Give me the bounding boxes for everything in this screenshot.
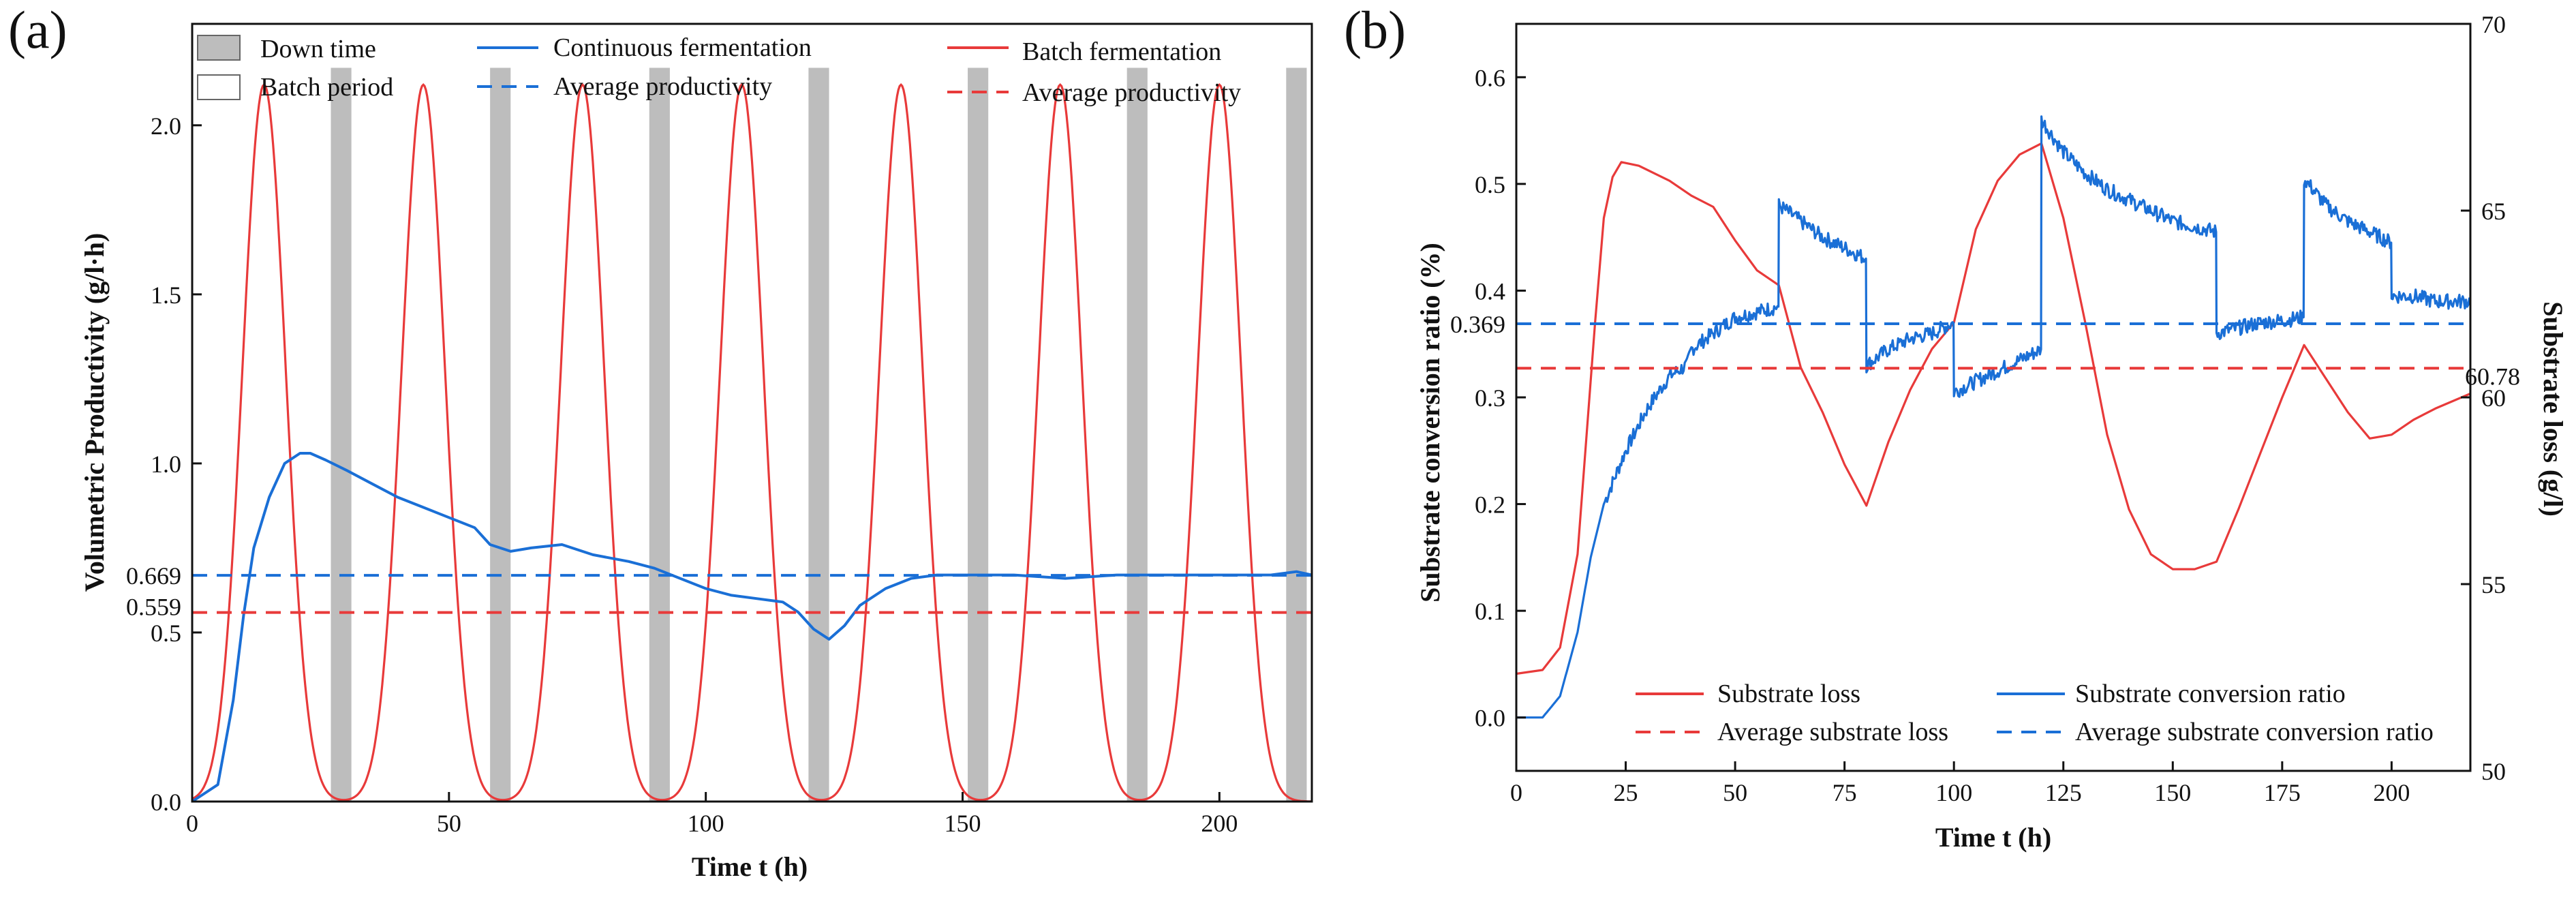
- panel-a-ytick-label: 1.0: [151, 451, 181, 478]
- panel-a-xtick-label: 50: [437, 810, 461, 837]
- panel-b-xtick-label: 75: [1833, 779, 1857, 806]
- panel-b-ytick-left-label: 0.0: [1475, 705, 1505, 732]
- panel-b-lines: [1516, 115, 2472, 719]
- panel-b-ytick-right-label: 70: [2481, 11, 2506, 38]
- panel-a-ytick-label: 2.0: [151, 112, 181, 140]
- panel-b-ytick-left-label: 0.1: [1475, 598, 1505, 625]
- panel-b-ytick-left-label: 0.2: [1475, 491, 1505, 519]
- panel-b-xtick-label: 150: [2154, 779, 2191, 806]
- down-time-bar-2: [649, 67, 670, 802]
- panel-b-xtick-label: 200: [2373, 779, 2410, 806]
- panel-b-frame: [1515, 22, 2472, 772]
- down-time-bar-5: [1126, 67, 1148, 802]
- legend-continuous-avg-label: Average productivity: [553, 72, 772, 101]
- legend-conversion-label: Substrate conversion ratio: [2075, 680, 2346, 708]
- panel-b-ytick-left-label: 0.5: [1475, 171, 1505, 198]
- panel-a-xlabel: Time t (h): [692, 851, 808, 882]
- panel-b-xtick-label: 175: [2264, 779, 2301, 806]
- panel-b-ytick-right-label: 60: [2481, 384, 2506, 412]
- panel-a-xtick-label: 0: [186, 810, 198, 837]
- legend-downtime-swatch: [197, 35, 241, 61]
- continuous-fermentation-line: [191, 452, 1313, 803]
- panel-b-ytick-right-label: 65: [2481, 198, 2506, 225]
- substrate-conversion-line: [1516, 115, 2472, 719]
- panel-b-loss-average-label: 60.78: [2465, 363, 2520, 390]
- panel-b-legend: Substrate loss Average substrate loss Su…: [1636, 680, 2434, 746]
- panel-a-xtick-label: 100: [688, 810, 724, 837]
- panel-b-xlabel: Time t (h): [1935, 822, 2051, 853]
- substrate-loss-line: [1516, 142, 2471, 675]
- panel-a-legend: Down time Batch period Continuous fermen…: [197, 33, 1241, 107]
- panel-a: 0 50 100 150 200 0.0 0.5 1.0 1.5 2.0 0.669 0.559 Ti…: [79, 22, 1313, 882]
- panel-b-ytick-right-label: 50: [2481, 758, 2506, 785]
- panel-a-ytick-label: 0.5: [151, 620, 181, 647]
- panel-a-lines: [191, 83, 1313, 803]
- panel-a-frame: [191, 22, 1313, 803]
- legend-loss-label: Substrate loss: [1717, 680, 1860, 708]
- panel-a-continuous-average-label: 0.669: [126, 562, 181, 590]
- panel-b-xtick-label: 25: [1614, 779, 1638, 806]
- down-time-bar-6: [1286, 67, 1307, 802]
- down-time-bar-0: [331, 67, 352, 802]
- panel-a-ylabel: Volumetric Productivity (g/l·h): [79, 233, 110, 592]
- panel-b-ytick-left-label: 0.6: [1475, 64, 1505, 91]
- legend-batch-avg-label: Average productivity: [1022, 78, 1241, 107]
- panel-b-xtick-label: 50: [1723, 779, 1747, 806]
- panel-b-xtick-label: 0: [1510, 779, 1522, 806]
- panel-b-ytick-left-label: 0.3: [1475, 384, 1505, 412]
- panel-b-ticks: 0 25 50 75 100 125 150 175 200 0.0 0.1 0.2 0.3 0.4 0.5…: [1450, 11, 2520, 806]
- legend-batch-label: Batch fermentation: [1022, 37, 1221, 66]
- down-time-bar-3: [808, 67, 829, 802]
- panel-a-ytick-label: 1.5: [151, 281, 181, 309]
- panel-a-xtick-label: 150: [945, 810, 981, 837]
- panel-b: 0 25 50 75 100 125 150 175 200 0.0 0.1 0.2 0.3 0.4 0.5…: [1415, 11, 2569, 853]
- legend-downtime-label: Down time: [260, 35, 376, 63]
- panel-a-batch-average-label: 0.559: [126, 594, 181, 621]
- panel-b-xtick-label: 125: [2045, 779, 2082, 806]
- panel-b-conversion-average-label: 0.369: [1450, 311, 1505, 338]
- batch-fermentation-line: [191, 83, 1312, 803]
- legend-loss-avg-label: Average substrate loss: [1717, 718, 1948, 746]
- panel-a-ticks: 0 50 100 150 200 0.0 0.5 1.0 1.5 2.0 0.669 0.559: [126, 112, 1238, 837]
- legend-batch-period-label: Batch period: [260, 73, 393, 102]
- down-time-bar-4: [968, 67, 989, 802]
- panel-b-label: (b): [1344, 0, 1406, 59]
- legend-conversion-avg-label: Average substrate conversion ratio: [2075, 718, 2434, 746]
- panel-a-label: (a): [8, 0, 67, 59]
- panel-b-ylabel-left: Substrate conversion ratio (%): [1415, 243, 1445, 603]
- down-time-bar-1: [490, 67, 511, 802]
- panel-a-ytick-label: 0.0: [151, 789, 181, 816]
- panel-b-ytick-left-label: 0.4: [1475, 277, 1505, 305]
- panel-a-xtick-label: 200: [1201, 810, 1238, 837]
- down-time-bars: [331, 67, 1307, 802]
- legend-batch-period-swatch: [197, 74, 241, 100]
- panel-b-xtick-label: 100: [1935, 779, 1972, 806]
- panel-b-ytick-right-label: 55: [2481, 571, 2506, 598]
- legend-continuous-label: Continuous fermentation: [553, 33, 812, 62]
- panel-b-ylabel-right: Substrate loss (g/l): [2538, 301, 2569, 517]
